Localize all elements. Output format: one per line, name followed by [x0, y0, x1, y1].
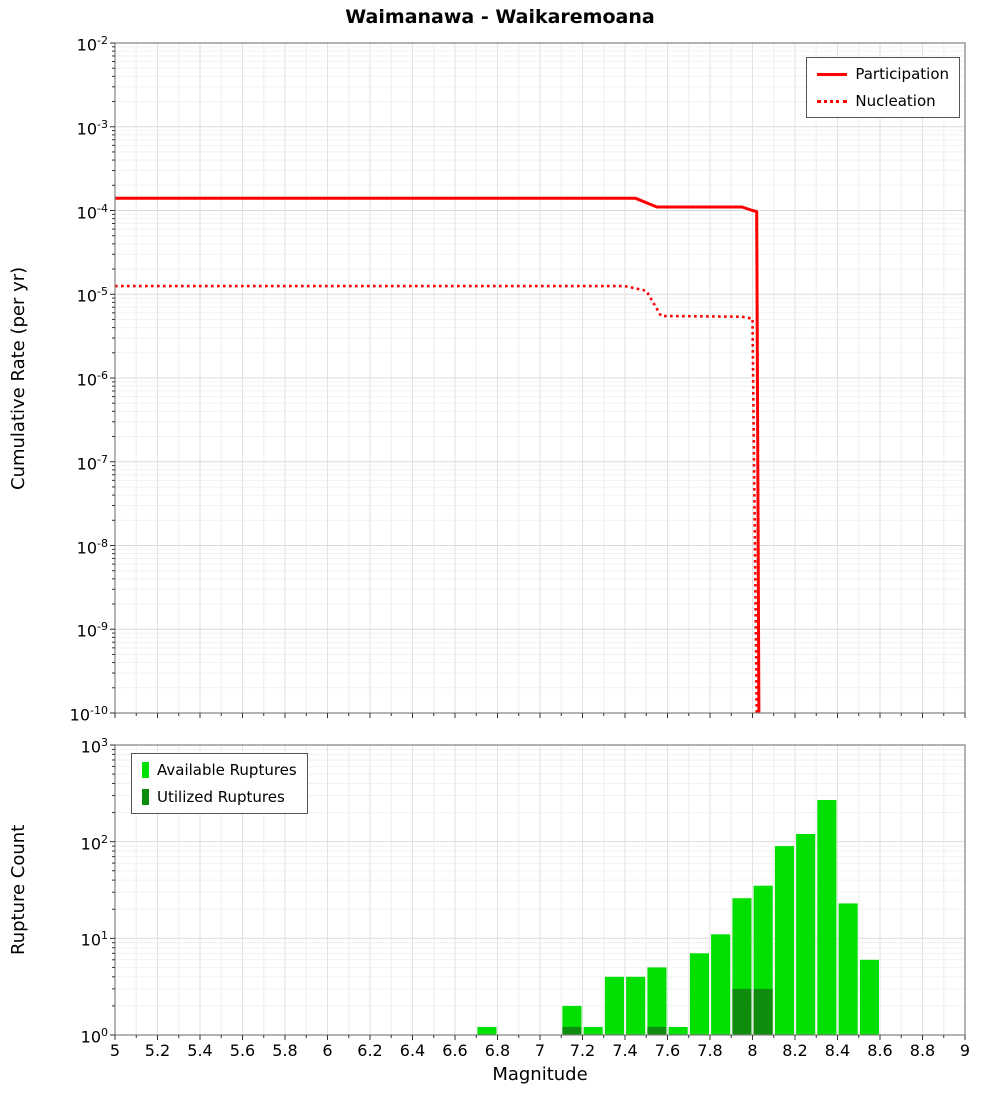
x-tick-label: 6.2	[357, 1041, 383, 1060]
available-swatch	[142, 762, 149, 778]
legend-label-nucleation: Nucleation	[855, 92, 936, 110]
x-tick-label: 8.8	[909, 1041, 936, 1060]
x-tick-label: 5.2	[144, 1041, 171, 1060]
nucleation-line-swatch	[817, 99, 848, 103]
y-tick-label-bottom: 100	[80, 1026, 108, 1047]
y-tick-label-top: 10-6	[76, 369, 108, 390]
x-tick-label: 7.4	[612, 1041, 638, 1060]
y-tick-label-top: 10-4	[76, 201, 108, 222]
x-tick-label: 6.4	[399, 1041, 426, 1060]
x-tick-label: 7	[534, 1041, 546, 1060]
x-tick-label: 5	[109, 1041, 121, 1060]
x-tick-label: 6.8	[484, 1041, 511, 1060]
y-tick-label-top: 10-5	[76, 285, 108, 306]
legend-label-participation: Participation	[855, 65, 949, 83]
x-tick-label: 6.6	[442, 1041, 468, 1060]
y-tick-label-bottom: 103	[80, 736, 108, 757]
x-tick-label: 9	[959, 1041, 971, 1060]
top-y-axis-label: Cumulative Rate (per yr)	[8, 266, 29, 490]
x-tick-label: 5.8	[272, 1041, 298, 1060]
y-tick-label-top: 10-8	[76, 536, 108, 557]
chart-title: Waimanawa - Waikaremoana	[345, 6, 655, 28]
x-tick-label: 8.4	[824, 1041, 851, 1060]
legend-entry-participation: Participation	[817, 65, 949, 83]
y-tick-label-top: 10-9	[76, 620, 108, 641]
y-tick-label-bottom: 101	[80, 929, 108, 950]
x-tick-label: 5.4	[187, 1041, 213, 1060]
x-tick-label: 8	[747, 1041, 758, 1060]
utilized-swatch	[142, 789, 149, 805]
x-tick-label: 7.2	[569, 1041, 596, 1060]
x-tick-label: 7.8	[697, 1041, 723, 1060]
x-axis-label: Magnitude	[492, 1064, 588, 1085]
legend-bottom: Available Ruptures Utilized Ruptures	[131, 753, 308, 814]
legend-entry-nucleation: Nucleation	[817, 92, 949, 110]
y-tick-label-top: 10-7	[76, 452, 108, 474]
legend-label-available: Available Ruptures	[157, 761, 297, 779]
x-tick-label: 8.2	[782, 1041, 808, 1060]
legend-entry-available: Available Ruptures	[142, 761, 297, 779]
y-tick-label-bottom: 102	[80, 832, 108, 853]
y-tick-label-top: 10-3	[76, 117, 108, 139]
x-tick-label: 8.6	[867, 1041, 893, 1060]
x-tick-label: 5.6	[229, 1041, 256, 1060]
x-tick-label: 7.6	[654, 1041, 681, 1060]
x-tick-label: 6	[322, 1041, 333, 1060]
bottom-y-axis-label: Rupture Count	[8, 824, 29, 956]
legend-top: Participation Nucleation	[806, 57, 960, 118]
y-tick-label-top: 10-2	[76, 34, 108, 55]
legend-entry-utilized: Utilized Ruptures	[142, 788, 297, 806]
y-tick-label-top: 10-10	[69, 704, 108, 725]
participation-line-swatch	[817, 72, 848, 76]
legend-label-utilized: Utilized Ruptures	[157, 788, 285, 806]
